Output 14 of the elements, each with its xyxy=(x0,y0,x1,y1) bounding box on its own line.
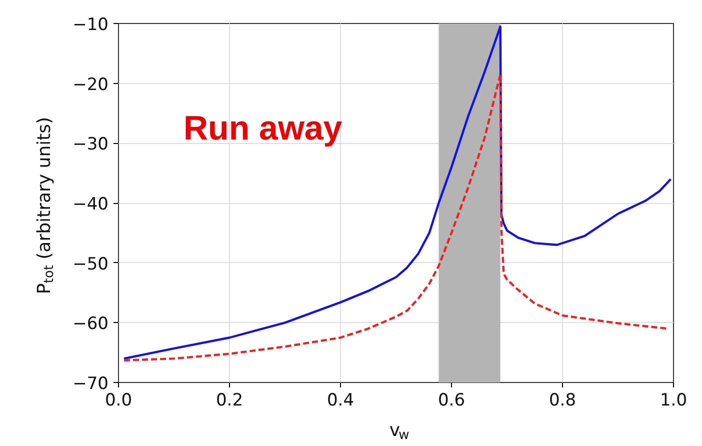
line-series xyxy=(122,25,672,360)
x-tick-label: 0.4 xyxy=(326,390,354,410)
y-tick-label: −50 xyxy=(72,254,109,274)
y-tick-label: −40 xyxy=(72,194,109,214)
x-tick-label: 1.0 xyxy=(660,390,688,410)
y-tick-label: −60 xyxy=(72,314,109,334)
y-tick-label: −10 xyxy=(72,15,109,35)
x-tick-label: 0.2 xyxy=(216,390,244,410)
annotation: Run away xyxy=(184,110,342,148)
y-axis-title: Ptot (arbitrary units) xyxy=(34,116,57,294)
y-tick-label: −20 xyxy=(72,74,109,95)
x-tick-label: 0.6 xyxy=(438,390,466,410)
y-tick-label: −30 xyxy=(72,134,109,155)
x-tick-label: 0.8 xyxy=(548,390,576,410)
